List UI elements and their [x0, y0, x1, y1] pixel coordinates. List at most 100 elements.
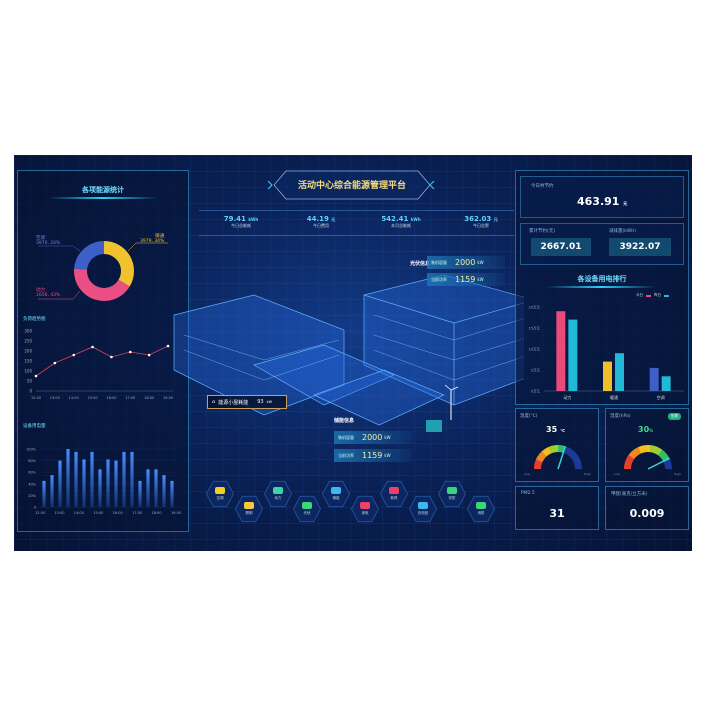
gauge-segment	[630, 451, 637, 458]
total-saving-value: 2667.01	[531, 238, 591, 256]
rank-bar	[661, 376, 671, 391]
gauge-segment	[653, 446, 658, 454]
gauge-segment	[638, 446, 643, 454]
y-tick: 10万元	[529, 348, 541, 352]
gauge-segment	[546, 446, 552, 455]
gauge-segment	[569, 451, 576, 458]
pie-slice-2	[74, 268, 130, 301]
formaldehyde-value: 0.009	[629, 507, 665, 520]
line-point	[110, 355, 113, 359]
ranking-legend: 今日 昨日	[636, 293, 669, 298]
line-point	[128, 350, 132, 354]
today-saving-label: 今日共节约	[531, 184, 554, 189]
solar-panel-icon	[302, 502, 312, 509]
bar	[50, 475, 54, 507]
gauge-segment	[663, 459, 671, 464]
bar-chart-title: 设备用电量	[23, 424, 46, 429]
line-point	[166, 344, 170, 348]
category-label: 动力	[563, 394, 571, 400]
rank-bar	[649, 367, 659, 391]
ranking-title: 各设备用电排行	[577, 275, 627, 283]
pv-power: 当前功率 1159 kW	[427, 273, 505, 286]
pv-capacity: 装机容量 2000 kW	[427, 256, 505, 269]
gauge-segment	[548, 446, 553, 454]
gauge-low: Low	[524, 472, 530, 476]
system-hydrant[interactable]: 消防	[467, 495, 495, 523]
bar	[130, 451, 134, 507]
gauge-segment	[624, 461, 632, 466]
stat-3: 362.03 元今日告警	[464, 215, 498, 228]
gauge-segment	[659, 451, 666, 458]
pie-slice-1	[104, 241, 134, 287]
air-conditioner-icon	[215, 487, 225, 494]
y-tick: 15万元	[529, 327, 541, 331]
bar	[42, 480, 46, 507]
gauge-needle	[647, 457, 670, 470]
gauge-high: High	[584, 472, 591, 476]
lightbulb-icon	[244, 502, 254, 509]
humidity-card: 湿度(hPa) 优秀 30% Low High	[605, 408, 689, 482]
energy-pie-chart	[38, 241, 168, 301]
energy-stats-title: 各项能源统计	[82, 186, 124, 194]
gauge-segment	[657, 449, 665, 457]
gauge-segment	[640, 445, 645, 453]
today-saving-value: 463.91 元	[577, 195, 628, 208]
line-point	[34, 374, 38, 378]
campus-3d-model	[173, 274, 524, 432]
y-tick: 5万元	[531, 369, 541, 373]
bar	[146, 469, 150, 507]
stat-1: 44.19 元今日费用	[306, 215, 336, 228]
x-tick: 15:00	[88, 396, 98, 400]
gauge-segment	[626, 456, 634, 463]
y-tick: 60%	[28, 471, 36, 475]
stat-0: 79.41 kWh 今日总能耗	[223, 215, 259, 228]
y-tick: 20万元	[529, 306, 541, 310]
x-tick: 16:00	[106, 396, 116, 400]
header-frame	[267, 170, 435, 200]
pie-label-hvac: 暖通 3979, 34%	[140, 234, 165, 244]
category-label: 暖通	[610, 394, 618, 400]
gauge-segment	[664, 461, 672, 466]
emission-reduction-label: 减排量(kWh)	[609, 229, 636, 234]
gauge-segment	[535, 459, 543, 464]
x-tick: 12:00	[31, 396, 41, 400]
energy-hut-consumption[interactable]: ⌂ 能源小屋耗能 93 kW	[207, 395, 287, 409]
gears-icon	[273, 487, 283, 494]
gauge-segment	[628, 452, 636, 460]
gauge-segment	[571, 454, 579, 461]
gauge-segment	[649, 445, 654, 453]
formaldehyde-label: 甲醛(毫克/立方米)	[611, 492, 648, 497]
left-panel: 各项能源统计 空调 3970, 24% 暖通 3979, 34% 动力 1656, 4…	[17, 170, 189, 532]
gauge-segment	[540, 451, 547, 458]
x-tick: 13:00	[54, 511, 64, 515]
gauge-segment	[564, 447, 571, 455]
x-tick: 16:00	[113, 511, 123, 515]
bar	[154, 469, 158, 507]
pie-label-ac: 空调 3970, 24%	[36, 236, 61, 246]
gauge-segment	[574, 464, 582, 468]
gauge-segment	[570, 452, 578, 460]
storage-power: 当前功率 1159 kW	[334, 449, 412, 462]
gauge-segment	[550, 445, 555, 453]
humidity-badge: 优秀	[668, 413, 681, 420]
gauge-segment	[661, 454, 669, 461]
right-top-panel: 今日共节约 463.91 元 累计节约(元) 2667.01 减排量(kWh) …	[515, 170, 689, 405]
storage-info-title: 储能信息	[334, 418, 355, 424]
x-tick: 14:00	[74, 511, 84, 515]
y-tick: 300	[24, 329, 32, 334]
temperature-gauge	[534, 445, 582, 470]
x-tick: 18:00	[144, 396, 154, 400]
dashboard-screen: 各项能源统计 空调 3970, 24% 暖通 3979, 34% 动力 1656, 4…	[14, 155, 692, 551]
humidity-gauge	[624, 445, 672, 470]
today-saving-card: 今日共节约 463.91 元	[520, 176, 684, 218]
storage-capacity: 装机容量 2000 kW	[334, 431, 412, 444]
y-tick: 40%	[28, 482, 36, 486]
pv-info-title: 光伏信息	[410, 261, 431, 267]
y-tick: 0万元	[531, 390, 541, 394]
rank-bar	[568, 319, 578, 391]
power-usage-chart: 0 20% 40% 60% 80% 100% 12:00 13:00 14:00 15:00 16:…	[26, 448, 181, 516]
y-tick: 100	[24, 369, 32, 374]
gauge-segment	[534, 463, 542, 468]
y-tick: 50	[27, 379, 33, 384]
bar	[162, 475, 166, 507]
